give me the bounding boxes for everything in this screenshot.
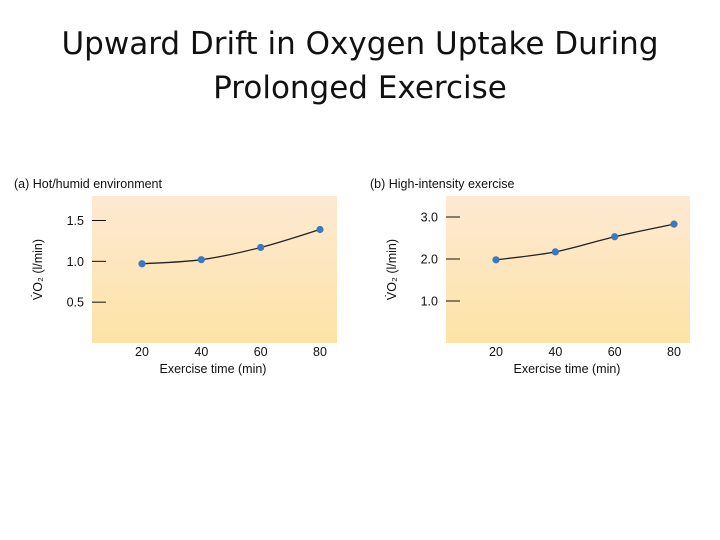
data-point — [492, 256, 500, 264]
x-tick-label: 80 — [313, 345, 327, 359]
y-tick-label: 0.5 — [67, 296, 84, 310]
x-tick-label: 80 — [667, 345, 681, 359]
x-tick-label: 60 — [254, 345, 268, 359]
plot-background — [92, 196, 337, 343]
series-line — [141, 228, 321, 265]
slide-title: Upward Drift in Oxygen Uptake During Pro… — [0, 22, 720, 110]
x-axis-label: Exercise time (min) — [514, 362, 621, 376]
x-tick-label: 60 — [608, 345, 622, 359]
data-point — [551, 248, 559, 256]
slide-title-line-2: Prolonged Exercise — [213, 70, 507, 106]
charts-area: (a) Hot/humid environment 0.5 1.0 1.5 20 40 60… — [14, 177, 690, 376]
x-tick-label: 20 — [135, 345, 149, 359]
y-tick-label: 2.0 — [421, 253, 438, 267]
y-tick-label: 1.0 — [67, 255, 84, 269]
y-tick-label: 1.5 — [67, 214, 84, 228]
chart-panel-a: (a) Hot/humid environment 0.5 1.0 1.5 20 40 60… — [14, 177, 337, 376]
chart-title: (a) Hot/humid environment — [14, 177, 163, 191]
y-tick-label: 3.0 — [421, 211, 438, 225]
chart-panel-b: (b) High-intensity exercise 1.0 2.0 3.0 20 40… — [370, 177, 690, 376]
y-tick-label: 1.0 — [421, 295, 438, 309]
chart-title: (b) High-intensity exercise — [370, 177, 515, 191]
plot-background — [446, 196, 690, 343]
y-axis-label: V̇O₂ (l/min) — [385, 239, 399, 300]
slide-title-line-1: Upward Drift in Oxygen Uptake During — [61, 26, 659, 62]
x-tick-label: 40 — [194, 345, 208, 359]
y-axis-label: V̇O₂ (l/min) — [31, 239, 45, 300]
series-line — [495, 223, 675, 261]
x-tick-label: 20 — [489, 345, 503, 359]
data-point — [670, 220, 678, 228]
data-point — [138, 260, 146, 268]
data-point — [316, 225, 324, 234]
data-point — [257, 243, 265, 252]
x-axis-label: Exercise time (min) — [160, 362, 267, 376]
data-point — [197, 256, 205, 264]
x-tick-label: 40 — [548, 345, 562, 359]
data-point — [611, 233, 619, 241]
